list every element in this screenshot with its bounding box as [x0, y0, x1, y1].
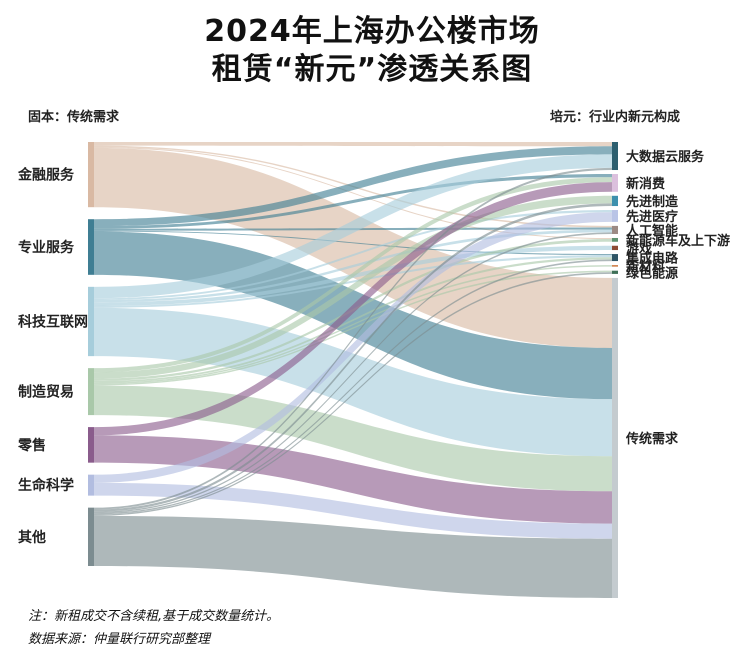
source-node-2	[88, 286, 94, 357]
target-node-4	[612, 225, 618, 234]
link-3-to-10	[94, 385, 612, 492]
source-node-5	[88, 474, 94, 496]
source-label-1: 专业服务	[18, 239, 75, 256]
target-node-1	[612, 174, 618, 192]
link-6-to-7	[94, 259, 612, 515]
target-label-2: 先进制造	[626, 194, 679, 210]
target-node-3	[612, 210, 618, 222]
target-label-3: 先进医疗	[626, 209, 678, 225]
link-3-to-8	[94, 265, 612, 385]
link-4-to-10	[94, 435, 612, 524]
target-label-8: 新材料	[626, 259, 665, 275]
link-6-to-0	[94, 167, 612, 510]
right-column-header: 培元：行业内新元构成	[550, 110, 681, 125]
footnote: 注：新租成交不含续租,基于成交数量统计。	[28, 609, 280, 624]
source-label-3: 制造贸易	[18, 384, 74, 401]
links-layer	[94, 142, 612, 598]
link-3-to-2	[94, 195, 612, 379]
source-node-1	[88, 219, 94, 275]
target-label-5: 新能源车及上下游	[626, 233, 730, 249]
link-2-to-0	[94, 154, 612, 299]
link-5-to-3	[94, 212, 612, 483]
chart-title-line2: 租赁“新元”渗透关系图	[211, 52, 533, 87]
link-3-to-9	[94, 270, 612, 386]
source-label-0: 金融服务	[17, 167, 75, 184]
target-node-6	[612, 245, 618, 251]
link-3-to-7	[94, 257, 612, 383]
source-node-3	[88, 368, 94, 416]
target-node-7	[612, 254, 618, 262]
source-label-6: 其他	[18, 529, 46, 546]
target-node-8	[612, 265, 618, 267]
target-label-1: 新消费	[626, 176, 665, 192]
link-0-to-5	[94, 147, 612, 240]
link-4-to-1	[94, 182, 612, 436]
link-5-to-10	[94, 482, 612, 539]
link-6-to-2	[94, 203, 612, 512]
source-node-6	[88, 507, 94, 566]
chart-title-line1: 2024年上海办公楼市场	[204, 14, 540, 49]
link-0-to-0	[94, 142, 612, 147]
link-2-to-4	[94, 229, 612, 303]
target-node-10	[612, 277, 618, 598]
target-label-7: 集成电路	[625, 251, 679, 267]
target-label-9: 绿色能源	[626, 265, 678, 281]
link-1-to-0	[94, 146, 612, 227]
link-6-to-4	[94, 232, 612, 514]
link-1-to-7	[94, 230, 612, 256]
target-label-4: 人工智能	[626, 223, 678, 239]
target-label-10: 传统需求	[625, 431, 679, 447]
target-node-2	[612, 195, 618, 207]
target-node-0	[612, 142, 618, 171]
source-label-2: 科技互联网	[18, 313, 88, 330]
link-6-to-10	[94, 515, 612, 598]
nodes-layer	[88, 142, 618, 598]
link-2-to-10	[94, 307, 612, 457]
source-note: 数据来源：仲量联行研究部整理	[28, 632, 211, 647]
target-node-9	[612, 270, 618, 274]
target-label-0: 大数据云服务	[626, 149, 705, 165]
source-node-4	[88, 427, 94, 463]
link-3-to-1	[94, 177, 612, 373]
link-6-to-9	[94, 272, 612, 516]
target-label-6: 游戏	[626, 241, 652, 257]
target-node-5	[612, 237, 618, 242]
link-1-to-1	[94, 174, 612, 229]
source-label-5: 生命科学	[18, 477, 74, 494]
source-label-4: 零售	[17, 437, 46, 454]
source-node-0	[88, 142, 94, 208]
link-2-to-7	[94, 255, 612, 308]
left-column-header: 固本：传统需求	[28, 110, 120, 125]
link-2-to-3	[94, 210, 612, 301]
